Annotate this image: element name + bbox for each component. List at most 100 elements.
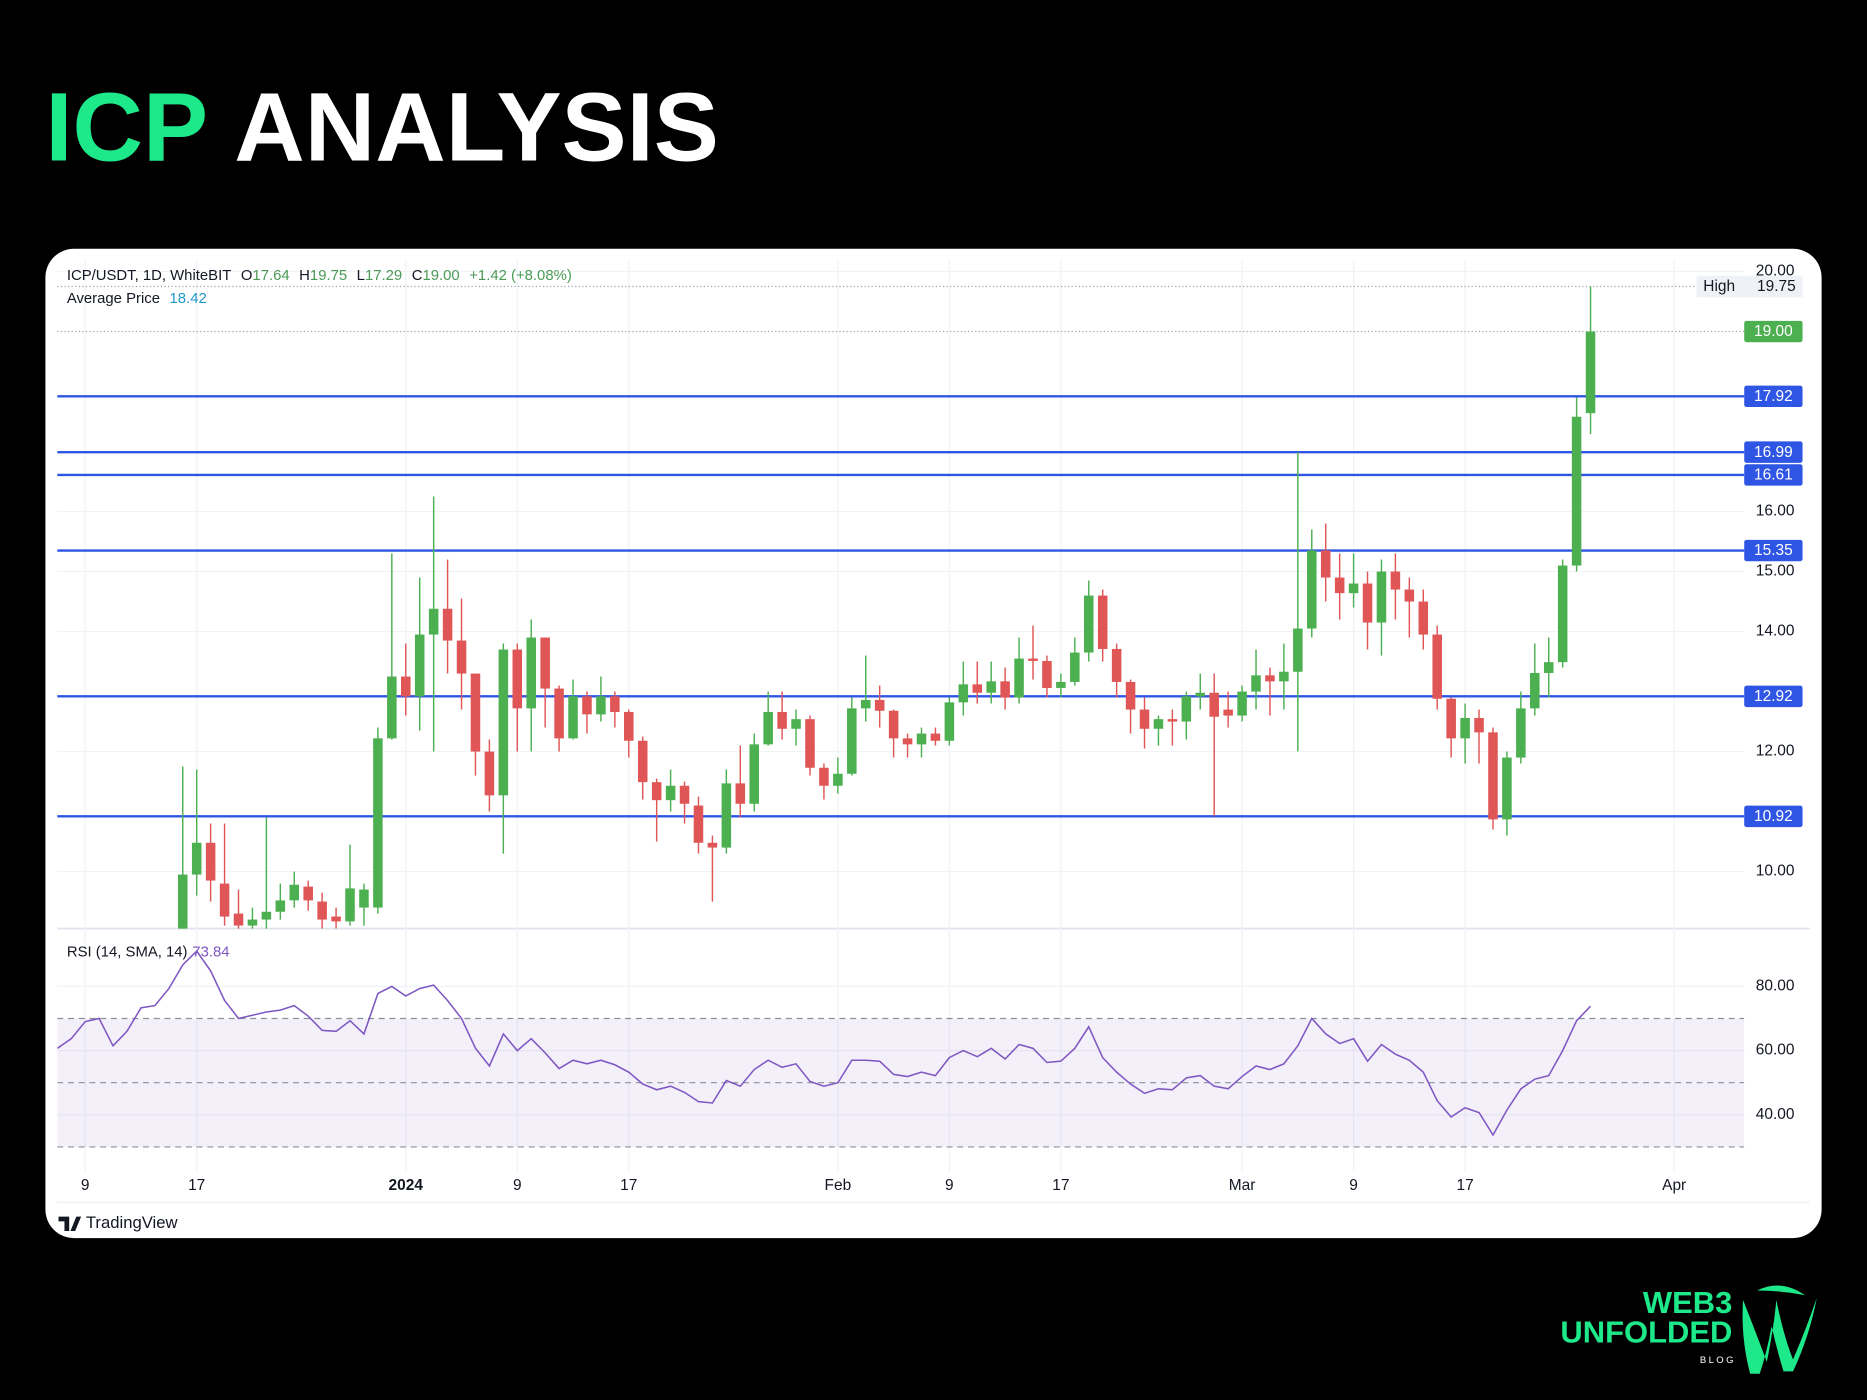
- candle-body: [651, 782, 662, 801]
- candle-body: [1056, 681, 1066, 688]
- level-label: 16.99: [1754, 444, 1793, 461]
- candle-body: [540, 637, 550, 689]
- candle-body: [1195, 692, 1206, 697]
- close-label: 19.00: [1754, 323, 1793, 340]
- candle-body: [665, 785, 676, 801]
- candle-body: [679, 785, 690, 804]
- candle-body: [1516, 708, 1526, 758]
- chart-card: [45, 248, 1822, 1239]
- rsi-tick-label: 60.00: [1756, 1042, 1795, 1059]
- level-label: 15.35: [1754, 542, 1793, 559]
- level-label-box: [1744, 441, 1803, 463]
- legend-ohlc-value: 19.00: [422, 268, 459, 284]
- average-price-label: Average Price: [67, 291, 160, 307]
- candle-body: [749, 744, 759, 804]
- level-label-box: [1744, 385, 1803, 408]
- candle-body: [1446, 698, 1456, 739]
- candle-body: [1167, 719, 1178, 722]
- y-tick-label: 10.00: [1756, 863, 1795, 880]
- footer-text: TradingView: [86, 1213, 179, 1232]
- candle-body: [331, 916, 341, 922]
- candle-body: [791, 719, 801, 729]
- candle-body: [1390, 571, 1401, 590]
- candle-body: [1334, 577, 1345, 594]
- title-accent: ICP: [45, 72, 208, 181]
- candle-body: [1139, 709, 1150, 729]
- candle-body: [1543, 662, 1554, 673]
- average-price: Average Price 18.42: [67, 291, 207, 307]
- legend-change: +1.42 (+8.08%): [469, 268, 572, 284]
- candle-body: [359, 889, 369, 908]
- x-tick-label: 2024: [389, 1177, 424, 1194]
- candle-body: [707, 842, 718, 848]
- level-label: 10.92: [1754, 808, 1793, 825]
- candle-body: [428, 608, 439, 635]
- candle-body: [191, 842, 202, 875]
- x-tick-label: 9: [1349, 1177, 1358, 1194]
- candle-body: [456, 640, 467, 674]
- legend-row: ICP/USDT, 1D, WhiteBIT O17.64 H19.75 L17.29…: [67, 268, 572, 284]
- rsi-value: 73.84: [192, 944, 229, 960]
- candles: [177, 286, 1596, 929]
- x-tick-label: 9: [81, 1177, 90, 1194]
- candle-body: [177, 874, 188, 929]
- candle-body: [414, 634, 425, 697]
- candle-body: [247, 919, 258, 926]
- candle-body: [1293, 628, 1303, 672]
- candle-body: [693, 805, 704, 843]
- candle-body: [735, 783, 746, 804]
- average-price-value: 18.42: [170, 291, 207, 307]
- candle-body: [1181, 696, 1192, 722]
- rsi-tick-label: 40.00: [1756, 1106, 1795, 1123]
- brand-icon: [1742, 1297, 1817, 1374]
- tradingview-logo: TradingView: [58, 1213, 179, 1232]
- candle-body: [1585, 331, 1596, 414]
- rsi-line: [57, 949, 1592, 1137]
- rsi-name: RSI (14, SMA, 14): [67, 944, 188, 960]
- candle-body: [888, 710, 899, 739]
- candle-body: [233, 913, 244, 926]
- candle-body: [805, 719, 815, 768]
- brand-line3: BLOG: [1700, 1355, 1736, 1366]
- rsi-pane: [57, 949, 1745, 1148]
- y-tick-label: 14.00: [1756, 623, 1795, 640]
- candle-body: [1028, 658, 1038, 661]
- candle-body: [470, 673, 481, 752]
- x-tick-label: Mar: [1229, 1177, 1256, 1194]
- candle-body: [763, 711, 773, 745]
- legend-ohlc-label: O: [241, 268, 253, 284]
- rsi-tick-label: 80.00: [1756, 977, 1795, 994]
- candle-body: [205, 842, 216, 881]
- legend-ohlc-value: 19.75: [310, 268, 347, 284]
- levels: [57, 285, 1745, 818]
- high-label-box: [1696, 275, 1803, 298]
- y-tick-label: 15.00: [1756, 563, 1795, 580]
- x-tick-label: Apr: [1662, 1177, 1686, 1194]
- brand-line1: WEB3: [1643, 1285, 1732, 1320]
- candle-body: [1251, 675, 1261, 692]
- legend-ohlc-value: 17.29: [365, 268, 402, 284]
- x-tick-label: Feb: [825, 1177, 852, 1194]
- candle-body: [860, 699, 871, 709]
- candle-body: [1042, 660, 1052, 688]
- candle-body: [1348, 583, 1359, 594]
- candle-body: [1320, 550, 1331, 578]
- candle-body: [1488, 732, 1498, 820]
- legend-ohlc-label: L: [357, 268, 365, 284]
- x-tick-label: 17: [1052, 1177, 1069, 1194]
- candle-body: [219, 883, 230, 917]
- x-tick-label: 9: [513, 1177, 522, 1194]
- candle-body: [1530, 672, 1540, 709]
- candle-body: [833, 773, 843, 786]
- level-label: 16.61: [1754, 467, 1793, 484]
- candle-body: [916, 733, 927, 745]
- candle-body: [568, 696, 578, 739]
- rsi-band: [57, 1018, 1745, 1147]
- x-tick-label: 9: [945, 1177, 954, 1194]
- candle-body: [847, 708, 857, 774]
- candle-body: [777, 711, 787, 729]
- high-value: 19.75: [1757, 278, 1796, 295]
- brand: WEB3 UNFOLDED BLOG: [1560, 1285, 1817, 1374]
- rsi-legend: RSI (14, SMA, 14) 73.84: [67, 944, 230, 960]
- candle-body: [1070, 652, 1080, 682]
